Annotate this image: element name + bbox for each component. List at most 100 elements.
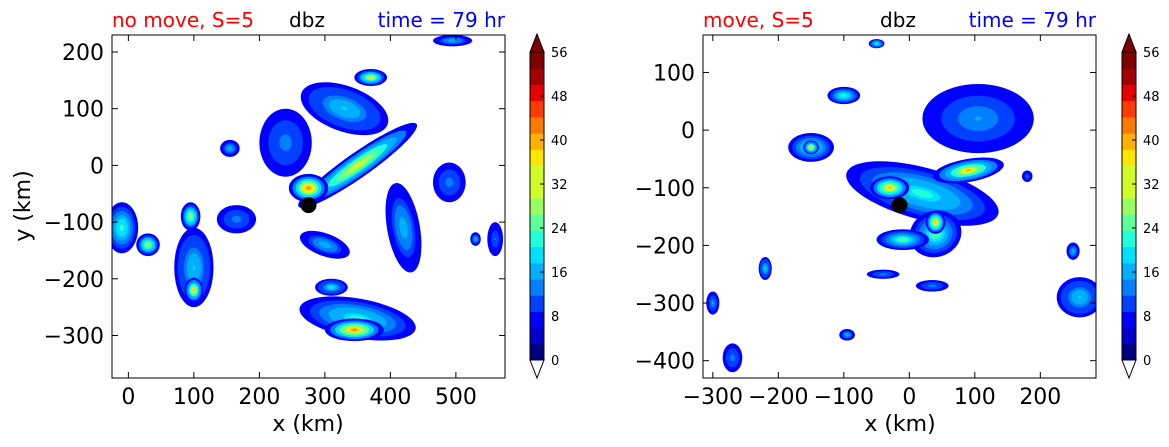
y-tick-label: 0 [681, 119, 695, 144]
echo-field-left [112, 35, 504, 342]
colorbar-tick-label: 24 [1143, 222, 1160, 237]
colorbar-band [1122, 133, 1136, 150]
colorbar-tick-label: 0 [551, 354, 559, 369]
colorbar-band [530, 343, 544, 361]
echo-contour [189, 215, 192, 218]
colorbar-band [1122, 311, 1136, 329]
x-tick-label: −100 [814, 385, 874, 410]
storm-center-marker [891, 197, 908, 214]
colorbar-right: 0 8 16 24 32 40 48 56 [1121, 32, 1160, 380]
echo-cell [915, 280, 949, 292]
colorbar-tick-label: 8 [1143, 310, 1151, 325]
echo-cell [288, 173, 329, 203]
echo-contour [731, 356, 734, 359]
colorbar-band [530, 116, 544, 134]
echo-contour [917, 191, 927, 196]
colorbar-band [530, 311, 544, 329]
y-tick-label: 100 [62, 98, 104, 123]
echo-contour [448, 181, 451, 184]
colorbar-tick-label: 32 [1143, 178, 1160, 193]
colorbar-extend-max [529, 32, 545, 53]
colorbar-band [1122, 197, 1136, 215]
echo-contour [474, 238, 477, 241]
echo-contour [711, 302, 714, 305]
echo-cell [925, 210, 946, 234]
colorbar-frame [529, 51, 545, 361]
colorbar-band [530, 68, 544, 85]
echo-contour [307, 187, 310, 190]
echo-contour [764, 267, 767, 270]
colorbar-band [530, 278, 544, 296]
echo-contour [974, 116, 982, 121]
colorbar-band [530, 327, 544, 345]
y-tick-label: 100 [653, 61, 695, 86]
echo-contour [451, 39, 454, 42]
echo-cell [259, 108, 312, 177]
echo-cell [300, 82, 389, 136]
colorbar-tick-label: 56 [1143, 46, 1160, 61]
echo-contour [352, 328, 357, 331]
echo-cell [470, 232, 481, 246]
x-ticks-right: −300 −200 −100 0 100 200 [683, 35, 1061, 410]
echo-cell [299, 230, 350, 259]
colorbar-band [1122, 100, 1136, 118]
x-tick-label: 0 [121, 385, 135, 410]
echo-contour [284, 140, 288, 145]
y-ticks-left: 200 100 0 −100 −200 −300 [44, 41, 505, 349]
echo-contour [901, 238, 905, 241]
echo-cell [487, 222, 504, 257]
colorbar-band [530, 295, 544, 312]
echo-cell [385, 183, 422, 273]
x-tick-label: 100 [173, 385, 215, 410]
echo-contour [192, 289, 195, 292]
y-tick-label: −400 [635, 350, 695, 375]
echo-contour [354, 162, 362, 169]
colorbar-tick-label: 16 [1143, 266, 1160, 281]
y-ticks-right: 100 0 −100 −200 −300 −400 [635, 61, 1096, 375]
x-tick-label: −300 [683, 385, 743, 410]
echo-cell [827, 86, 861, 105]
colorbar-band [1122, 214, 1136, 231]
echo-contour [1072, 250, 1075, 253]
echo-contour [494, 238, 497, 241]
echo-cell [1066, 242, 1080, 260]
colorbar-band [1122, 165, 1136, 183]
echo-cell [184, 277, 204, 303]
echo-contour [875, 42, 878, 45]
x-axis-label-left: x (km) [272, 412, 343, 437]
colorbar-band [530, 246, 544, 264]
echo-cell [866, 269, 900, 279]
x-tick-label: −200 [748, 385, 808, 410]
echo-cell [868, 39, 885, 49]
x-tick-label: 100 [954, 385, 996, 410]
x-tick-label: 300 [304, 385, 346, 410]
x-axis-label-right: x (km) [864, 412, 935, 437]
echo-cell [758, 256, 772, 280]
echo-contour [323, 243, 327, 246]
echo-cell [220, 139, 240, 157]
colorbar-band [1122, 230, 1136, 248]
colorbar-band [1122, 68, 1136, 85]
echo-contour [341, 107, 348, 111]
colorbar-band [530, 181, 544, 199]
colorbar-tick-label: 40 [551, 134, 568, 149]
colorbar-tick-label: 48 [1143, 90, 1160, 105]
echo-cell [722, 343, 743, 373]
colorbar-band [1122, 262, 1136, 280]
colorbar-band [1122, 327, 1136, 345]
colorbar-band [530, 165, 544, 183]
colorbar-band [1122, 52, 1136, 69]
colorbar-tick-label: 40 [1143, 134, 1160, 149]
colorbar-tick-label: 16 [551, 266, 568, 281]
colorbar-tick-label: 8 [551, 310, 559, 325]
colorbar-frame [1121, 51, 1137, 361]
echo-cell [1021, 170, 1033, 182]
colorbar-band [1122, 246, 1136, 264]
title-left-case: no move, S=5 [112, 8, 254, 32]
echo-cell [174, 227, 214, 308]
colorbar-tick-label: 0 [1143, 354, 1151, 369]
echo-cell [870, 176, 910, 200]
title-right-time: time = 79 hr [969, 8, 1097, 32]
echo-cell [432, 162, 466, 203]
